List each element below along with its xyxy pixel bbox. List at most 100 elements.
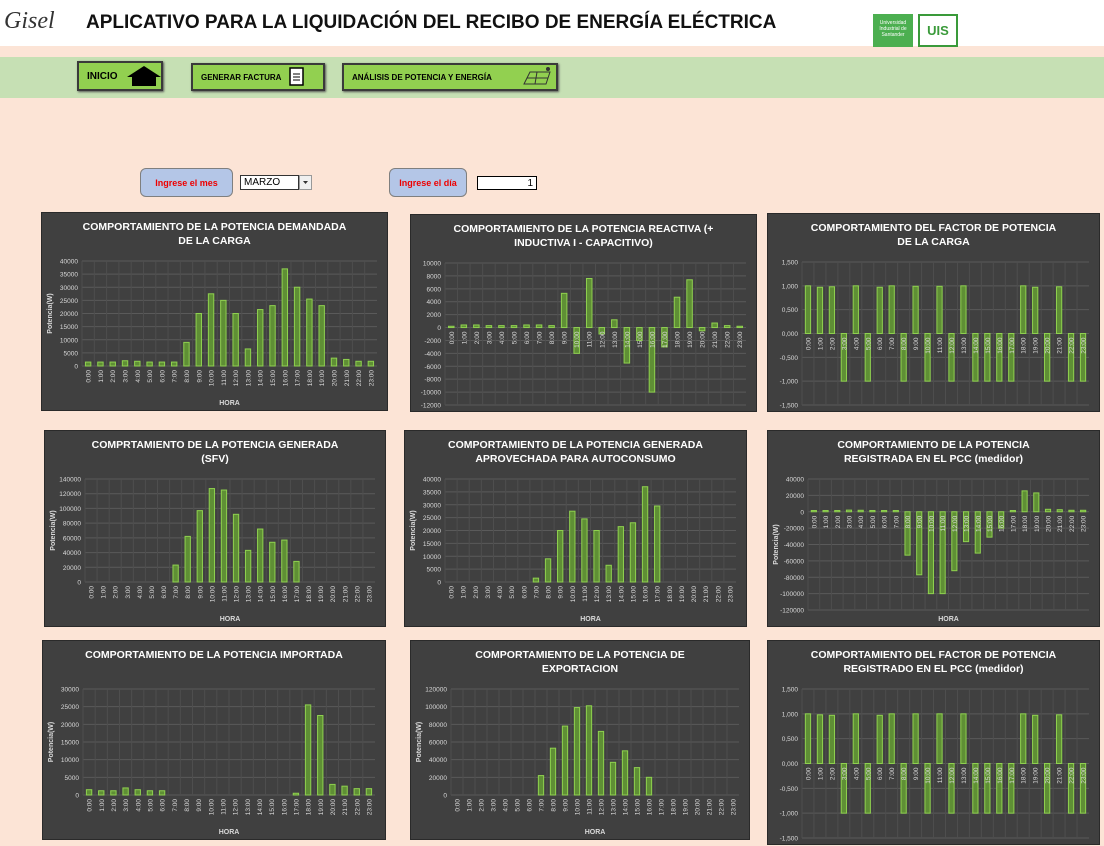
bar: [532, 577, 540, 583]
bar: [184, 535, 191, 583]
bar: [196, 510, 203, 583]
bar: [998, 511, 1005, 529]
home-icon: [126, 66, 161, 86]
x-tick-label: 15:00: [635, 799, 642, 816]
bar: [146, 361, 153, 367]
bar: [1020, 713, 1027, 765]
solar-icon: [523, 67, 551, 85]
x-tick-label: 9:00: [913, 767, 920, 780]
y-tick-label: 120000: [59, 491, 81, 498]
bar: [611, 319, 618, 329]
chart: 0 5000 10000 15000 20000 25000 30000 0:00 1:00 2:…: [48, 687, 375, 836]
x-tick-label: 19:00: [318, 799, 325, 816]
x-tick-label: 9:00: [196, 370, 203, 383]
x-tick-label: 13:00: [245, 370, 252, 387]
bar: [498, 325, 505, 329]
x-tick-label: 19:00: [318, 586, 325, 603]
y-tick-label: 35000: [423, 489, 441, 496]
x-tick-label: 6:00: [159, 370, 166, 383]
bar: [561, 725, 569, 796]
bar: [1008, 763, 1015, 814]
chart-title: COMPORTAMIENTO DE LA POTENCIA DE EXPORTA…: [475, 649, 685, 675]
x-tick-label: 4:00: [135, 370, 142, 383]
x-tick-label: 10:00: [209, 370, 216, 387]
bar: [573, 707, 581, 796]
bar: [1009, 510, 1016, 513]
invoice-button[interactable]: GENERAR FACTURA: [191, 63, 325, 91]
invoice-label: GENERAR FACTURA: [201, 72, 282, 82]
select-arrow[interactable]: [299, 175, 312, 190]
x-tick-label: 16:00: [997, 767, 1004, 784]
y-tick-label: 30000: [61, 687, 79, 694]
x-tick-label: 15:00: [637, 331, 644, 348]
chart-title: COMPORTAMIENTO DEL FACTOR DE POTENCIA RE…: [810, 649, 1057, 675]
y-axis-label: Potencia(W): [47, 293, 54, 333]
bar: [329, 783, 336, 796]
bar: [852, 713, 859, 765]
y-tick-label: 60000: [429, 740, 447, 747]
bar: [581, 518, 588, 583]
x-tick-label: 13:00: [246, 586, 253, 603]
x-tick-label: 8:00: [551, 799, 558, 812]
month-button[interactable]: Ingrese el mes: [140, 168, 233, 197]
x-tick-label: 18:00: [1021, 337, 1028, 354]
x-tick-label: 12:00: [599, 799, 606, 816]
y-tick-label: -12000: [421, 403, 442, 410]
bar: [158, 361, 166, 367]
chart: 0 5000 10000 15000 20000 25000 30000 35000 40000…: [47, 259, 377, 407]
bar: [544, 558, 552, 583]
x-tick-label: 6:00: [527, 799, 534, 812]
bar: [822, 510, 829, 513]
bar: [134, 360, 141, 367]
bar: [548, 325, 555, 329]
bar: [804, 285, 812, 335]
y-tick-label: 140000: [59, 477, 81, 484]
x-tick-label: 23:00: [366, 586, 373, 603]
x-tick-label: 17:00: [662, 331, 669, 348]
bar: [828, 286, 836, 334]
y-tick-label: 0,000: [782, 331, 799, 338]
x-tick-label: 9:00: [562, 331, 569, 344]
x-tick-label: 21:00: [703, 586, 710, 603]
x-tick-label: 11:00: [937, 337, 944, 353]
x-tick-label: 18:00: [307, 370, 314, 387]
bar: [232, 513, 240, 583]
home-button[interactable]: INICIO: [77, 61, 163, 91]
y-tick-label: 40000: [429, 757, 447, 764]
bar: [641, 486, 649, 583]
bar: [881, 510, 888, 513]
day-input[interactable]: 1: [477, 176, 537, 190]
bar: [84, 361, 92, 367]
analysis-button[interactable]: ANÁLISIS DE POTENCIA Y ENERGÍA: [342, 63, 558, 91]
header: Gisel APLICATIVO PARA LA LIQUIDACIÓN DEL…: [0, 0, 1104, 47]
x-tick-label: 23:00: [368, 370, 375, 387]
x-tick-label: 3:00: [125, 586, 132, 599]
x-tick-label: 2:00: [479, 799, 486, 812]
x-tick-label: 5:00: [515, 799, 522, 812]
bar: [960, 285, 967, 335]
x-tick-label: 11:00: [587, 799, 594, 815]
month-select[interactable]: MARZO: [240, 175, 299, 190]
bar: [605, 564, 612, 583]
bar: [960, 713, 967, 765]
x-tick-label: 22:00: [356, 370, 363, 387]
x-tick-label: 15:00: [987, 515, 994, 532]
bar: [1055, 286, 1063, 334]
x-tick-label: 19:00: [679, 586, 686, 603]
x-tick-label: 23:00: [1081, 337, 1088, 354]
x-tick-label: 16:00: [647, 799, 654, 816]
bar: [304, 704, 312, 796]
bar: [585, 705, 593, 796]
x-tick-label: 15:00: [270, 586, 277, 603]
x-tick-label: 17:00: [295, 370, 302, 387]
x-tick-label: 12:00: [234, 586, 241, 603]
x-tick-label: 0:00: [805, 337, 812, 350]
bar: [85, 789, 93, 796]
y-tick-label: 15000: [60, 324, 78, 331]
bar: [306, 298, 313, 367]
bar: [341, 785, 348, 796]
x-tick-label: 13:00: [612, 331, 619, 348]
bar: [1032, 286, 1039, 334]
x-tick-label: 10:00: [925, 767, 932, 784]
day-button[interactable]: Ingrese el día: [389, 168, 467, 197]
